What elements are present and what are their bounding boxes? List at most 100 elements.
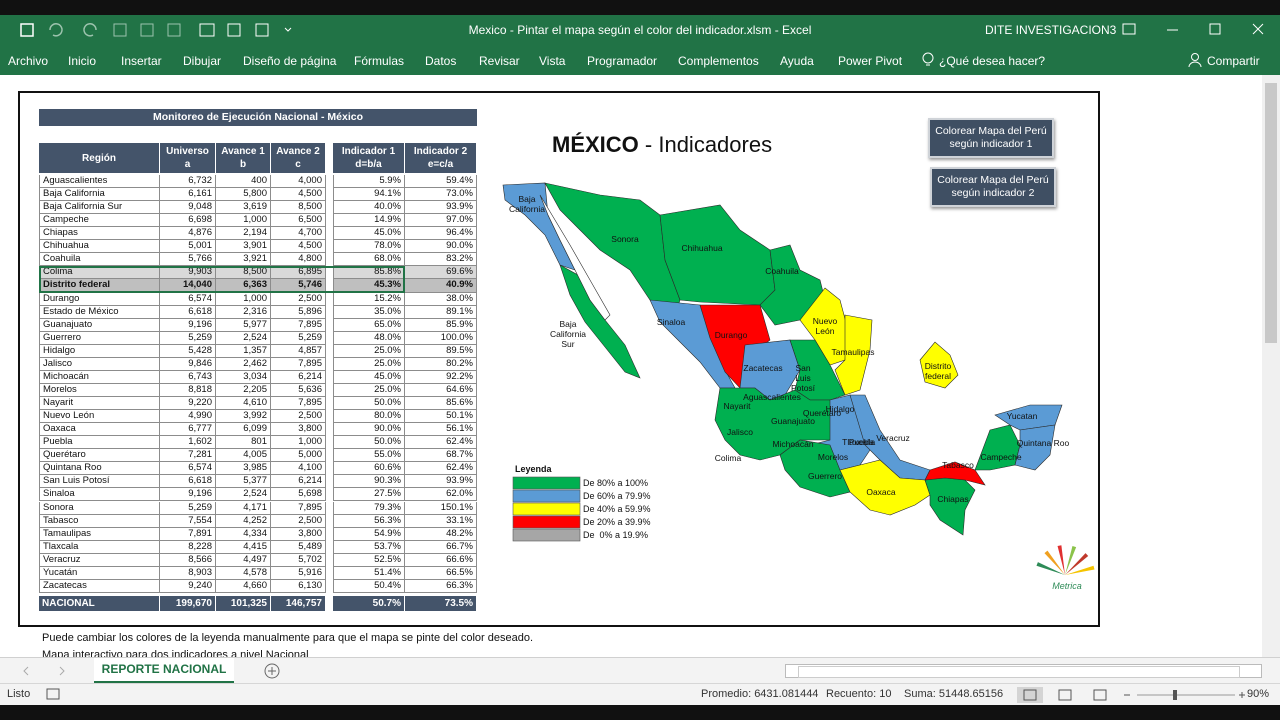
value-cell[interactable]: 2,500 — [271, 292, 326, 306]
value-cell[interactable]: 6,574 — [160, 462, 216, 476]
toolbar-icon[interactable] — [199, 23, 215, 37]
value-cell[interactable]: 64.6% — [405, 383, 477, 397]
value-cell[interactable]: 4,800 — [271, 253, 326, 267]
region-name[interactable]: Baja California Sur — [39, 201, 160, 215]
value-cell[interactable]: 6,777 — [160, 423, 216, 437]
region-name[interactable]: Sinaloa — [39, 488, 160, 502]
ribbon-tab[interactable]: Inicio — [68, 54, 97, 68]
value-cell[interactable]: 80.2% — [405, 357, 477, 371]
value-cell[interactable]: 78.0% — [333, 240, 405, 254]
value-cell[interactable]: 93.9% — [405, 475, 477, 489]
value-cell[interactable]: 3,992 — [216, 410, 271, 424]
value-cell[interactable]: 9,903 — [160, 266, 216, 280]
region-name[interactable]: Veracruz — [39, 553, 160, 567]
value-cell[interactable]: 3,901 — [216, 240, 271, 254]
value-cell[interactable]: 8,903 — [160, 566, 216, 580]
value-cell[interactable]: 5,259 — [160, 331, 216, 345]
ribbon-tab[interactable]: Insertar — [121, 54, 162, 68]
value-cell[interactable]: 3,800 — [271, 527, 326, 541]
value-cell[interactable]: 1,000 — [216, 292, 271, 306]
region-name[interactable]: Michoacán — [39, 370, 160, 384]
value-cell[interactable]: 40.9% — [405, 279, 477, 293]
value-cell[interactable]: 400 — [216, 175, 271, 189]
toolbar-icon[interactable] — [167, 23, 181, 37]
value-cell[interactable]: 6,574 — [160, 292, 216, 306]
value-cell[interactable]: 89.5% — [405, 344, 477, 358]
value-cell[interactable]: 25.0% — [333, 357, 405, 371]
value-cell[interactable]: 38.0% — [405, 292, 477, 306]
value-cell[interactable]: 48.2% — [405, 527, 477, 541]
value-cell[interactable]: 4,415 — [216, 540, 271, 554]
ribbon-tab[interactable]: Power Pivot — [838, 54, 903, 68]
value-cell[interactable]: 79.3% — [333, 501, 405, 515]
region-name[interactable]: Sonora — [39, 501, 160, 515]
region-name[interactable]: Coahuila — [39, 253, 160, 267]
value-cell[interactable]: 3,619 — [216, 201, 271, 215]
maximize[interactable] — [1209, 23, 1221, 35]
value-cell[interactable]: 3,921 — [216, 253, 271, 267]
ribbon-tab[interactable]: Datos — [425, 54, 457, 68]
value-cell[interactable]: 97.0% — [405, 214, 477, 228]
value-cell[interactable]: 55.0% — [333, 449, 405, 463]
tell-me[interactable]: ¿Qué desea hacer? — [939, 54, 1046, 68]
ribbon-tab[interactable]: Vista — [539, 54, 566, 68]
ribbon-tab[interactable]: Fórmulas — [354, 54, 405, 68]
zoom-thumb[interactable] — [1173, 690, 1177, 700]
color-map-button[interactable]: Colorear Mapa del Perú según indicador 1 — [930, 120, 1052, 156]
region-name[interactable]: Chiapas — [39, 227, 160, 241]
value-cell[interactable]: 4,252 — [216, 514, 271, 528]
value-cell[interactable]: 25.0% — [333, 344, 405, 358]
value-cell[interactable]: 5,896 — [271, 305, 326, 319]
value-cell[interactable]: 66.6% — [405, 553, 477, 567]
value-cell[interactable]: 4,700 — [271, 227, 326, 241]
scroll-thumb[interactable] — [798, 666, 1240, 678]
value-cell[interactable]: 100.0% — [405, 331, 477, 345]
region-name[interactable]: Zacatecas — [39, 579, 160, 593]
region-name[interactable]: Chihuahua — [39, 240, 160, 254]
value-cell[interactable]: 73.0% — [405, 188, 477, 202]
value-cell[interactable]: 9,220 — [160, 397, 216, 411]
value-cell[interactable]: 92.2% — [405, 370, 477, 384]
value-cell[interactable]: 35.0% — [333, 305, 405, 319]
value-cell[interactable]: 4,500 — [271, 188, 326, 202]
page-break-view[interactable] — [1093, 689, 1107, 701]
ribbon-tab[interactable]: Complementos — [678, 54, 759, 68]
horizontal-scrollbar[interactable] — [785, 664, 1262, 678]
value-cell[interactable]: 801 — [216, 436, 271, 450]
value-cell[interactable]: 56.1% — [405, 423, 477, 437]
value-cell[interactable]: 5,001 — [160, 240, 216, 254]
value-cell[interactable]: 2,500 — [271, 514, 326, 528]
value-cell[interactable]: 7,895 — [271, 357, 326, 371]
value-cell[interactable]: 53.7% — [333, 540, 405, 554]
value-cell[interactable]: 5,377 — [216, 475, 271, 489]
value-cell[interactable]: 8,566 — [160, 553, 216, 567]
tab-nav[interactable] — [20, 664, 70, 678]
value-cell[interactable]: 2,205 — [216, 383, 271, 397]
share-button[interactable]: Compartir — [1207, 54, 1260, 68]
value-cell[interactable]: 80.0% — [333, 410, 405, 424]
value-cell[interactable]: 3,034 — [216, 370, 271, 384]
region-name[interactable]: San Luis Potosí — [39, 475, 160, 489]
value-cell[interactable]: 60.6% — [333, 462, 405, 476]
region-name[interactable]: Campeche — [39, 214, 160, 228]
value-cell[interactable]: 68.7% — [405, 449, 477, 463]
value-cell[interactable]: 4,990 — [160, 410, 216, 424]
region-name[interactable]: Quintana Roo — [39, 462, 160, 476]
value-cell[interactable]: 6,214 — [271, 370, 326, 384]
value-cell[interactable]: 50.0% — [333, 436, 405, 450]
value-cell[interactable]: 9,846 — [160, 357, 216, 371]
value-cell[interactable]: 4,660 — [216, 579, 271, 593]
value-cell[interactable]: 4,500 — [271, 240, 326, 254]
value-cell[interactable]: 68.0% — [333, 253, 405, 267]
value-cell[interactable]: 4,334 — [216, 527, 271, 541]
value-cell[interactable]: 89.1% — [405, 305, 477, 319]
value-cell[interactable]: 62.0% — [405, 488, 477, 502]
region-name[interactable]: Guerrero — [39, 331, 160, 345]
value-cell[interactable]: 90.0% — [405, 240, 477, 254]
value-cell[interactable]: 50.0% — [333, 397, 405, 411]
region-name[interactable]: Jalisco — [39, 357, 160, 371]
value-cell[interactable]: 66.3% — [405, 579, 477, 593]
value-cell[interactable]: 62.4% — [405, 436, 477, 450]
value-cell[interactable]: 52.5% — [333, 553, 405, 567]
value-cell[interactable]: 5,766 — [160, 253, 216, 267]
